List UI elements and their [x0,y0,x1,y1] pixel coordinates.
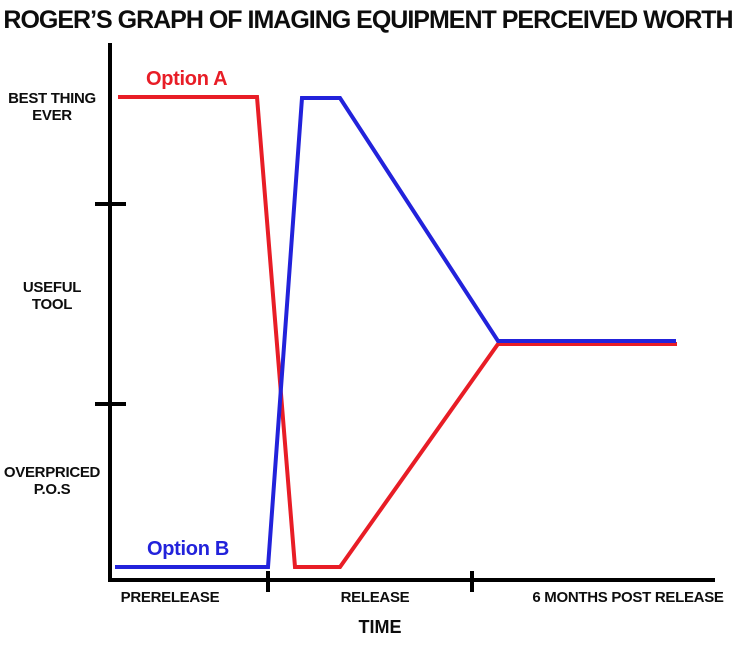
option-b-line [115,96,676,569]
y-axis-label-best-thing-ever: BEST THING EVER [8,90,96,124]
y-axis-label-overpriced-pos: OVERPRICED P.O.S [3,464,101,498]
x-axis-label-prerelease: PRERELEASE [120,589,220,606]
option-a-series-label: Option A [146,68,228,90]
option-a-line [118,95,677,569]
x-axis-label-release: RELEASE [340,589,410,606]
option-b-series-label: Option B [147,538,230,560]
chart-title: ROGER’S GRAPH OF IMAGING EQUIPMENT PERCE… [3,6,733,34]
x-axis-label-6-months-post-release: 6 MONTHS POST RELEASE [532,589,724,606]
y-axis-label-useful-tool: USEFUL TOOL [22,279,82,313]
x-axis-title-time: TIME [358,617,402,637]
